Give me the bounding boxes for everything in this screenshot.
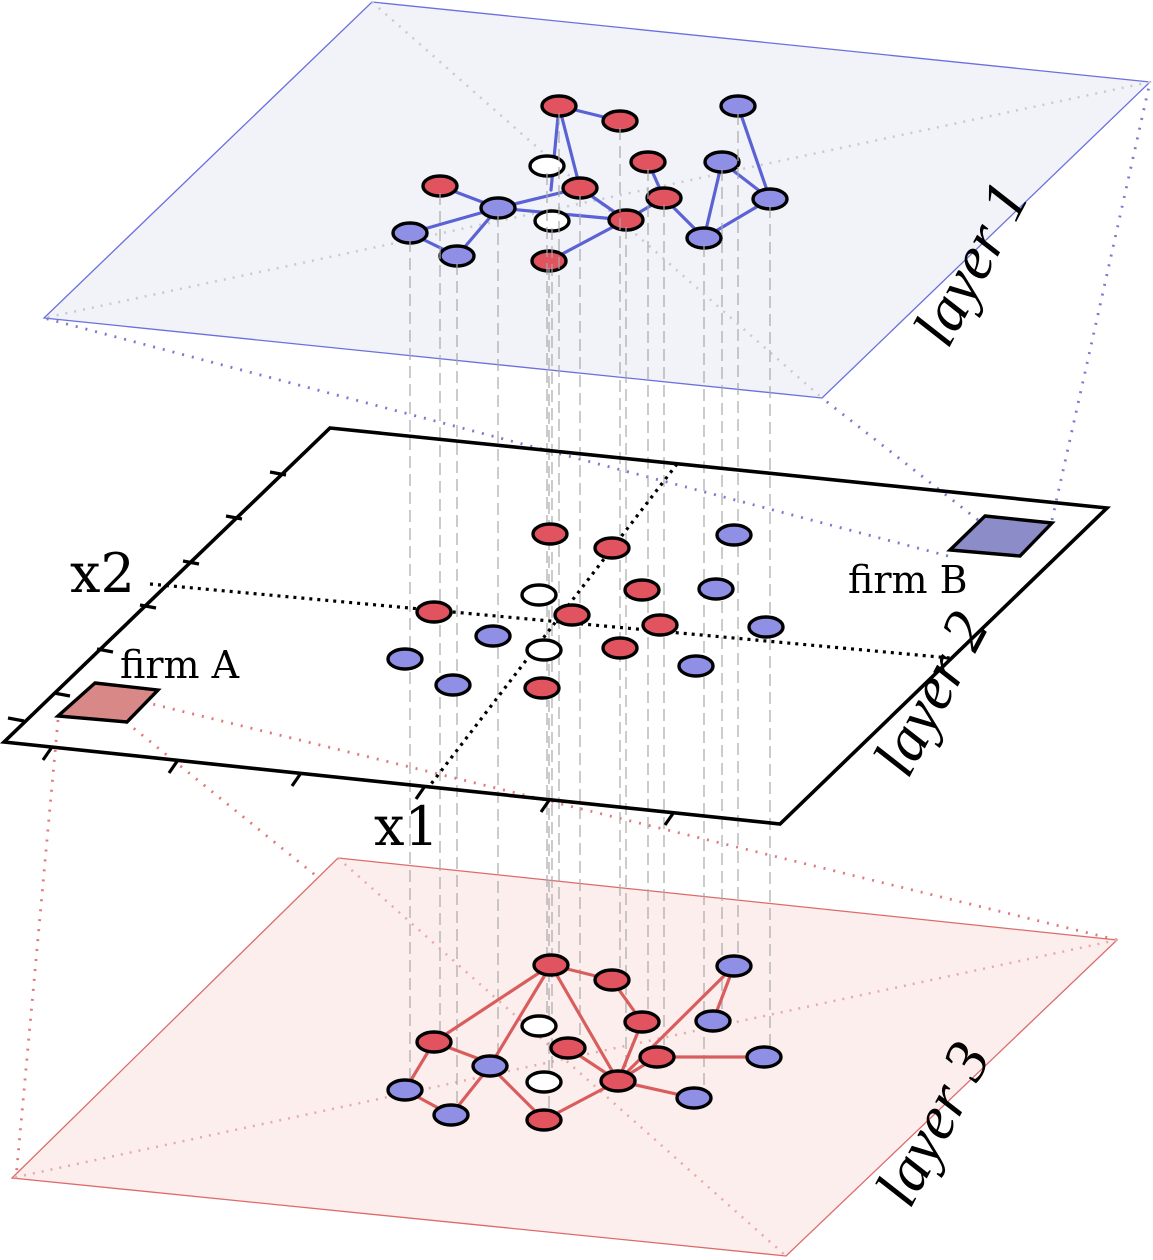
connector-line bbox=[225, 514, 243, 521]
node bbox=[474, 624, 512, 648]
node bbox=[745, 1045, 783, 1069]
node bbox=[386, 647, 424, 671]
connector-line bbox=[167, 759, 180, 774]
node bbox=[531, 522, 569, 546]
connector-line bbox=[269, 470, 287, 477]
connector-line bbox=[139, 603, 157, 610]
connector-line bbox=[414, 785, 427, 800]
node bbox=[386, 1078, 424, 1102]
connector-line bbox=[7, 716, 25, 723]
node bbox=[525, 638, 563, 662]
connector-line bbox=[663, 811, 676, 826]
node bbox=[747, 615, 785, 639]
connector-line bbox=[616, 964, 736, 1083]
connector-line bbox=[290, 772, 303, 787]
left-edge-ticks bbox=[7, 470, 287, 723]
node bbox=[715, 954, 753, 978]
node bbox=[599, 1069, 637, 1093]
node bbox=[471, 1054, 509, 1078]
node bbox=[532, 953, 570, 977]
bottom-edge-ticks bbox=[41, 746, 676, 826]
connector-line bbox=[549, 963, 620, 1083]
layer-2-plane bbox=[0, 426, 1112, 826]
firm-a-connectors bbox=[14, 688, 1118, 1258]
node bbox=[593, 536, 631, 560]
node bbox=[434, 673, 472, 697]
layer-3-nodes bbox=[386, 953, 783, 1132]
node bbox=[553, 603, 591, 627]
node bbox=[677, 654, 715, 678]
connector-line bbox=[557, 104, 582, 190]
connector-line bbox=[41, 746, 54, 761]
connector-line bbox=[736, 104, 772, 201]
node bbox=[415, 600, 453, 624]
node bbox=[697, 577, 735, 601]
connector-line bbox=[702, 160, 724, 240]
node bbox=[525, 1070, 563, 1094]
node bbox=[520, 1014, 558, 1038]
connector-line bbox=[53, 691, 71, 698]
connector-line bbox=[125, 720, 787, 1258]
node bbox=[694, 1009, 732, 1033]
x1-axis-label: x1 bbox=[374, 795, 439, 858]
connector-line bbox=[432, 963, 553, 1044]
node bbox=[641, 613, 679, 637]
layer-2-nodes bbox=[386, 522, 785, 700]
firm-b-label: firm B bbox=[848, 558, 968, 602]
layer-2: firm A firm B x2 x1 layer 2 bbox=[0, 426, 1112, 858]
connector-line bbox=[488, 963, 553, 1068]
layer-3-diagonal bbox=[337, 857, 787, 1257]
connector-line bbox=[14, 719, 60, 1179]
node bbox=[715, 523, 753, 547]
node bbox=[601, 636, 639, 660]
node bbox=[549, 1036, 587, 1060]
node bbox=[523, 676, 561, 700]
x2-axis bbox=[149, 582, 951, 660]
firm-b-square bbox=[946, 514, 1056, 558]
x2-axis-label: x2 bbox=[70, 542, 135, 605]
node bbox=[638, 1045, 676, 1069]
layer-1-diagonal bbox=[371, 1, 823, 399]
connector-line bbox=[539, 798, 552, 813]
connector-line bbox=[821, 396, 979, 522]
layer-1: layer 1 bbox=[42, 1, 1152, 399]
node bbox=[623, 1010, 661, 1034]
firm-a-square bbox=[53, 681, 162, 724]
node bbox=[675, 1086, 713, 1110]
connector-line bbox=[182, 559, 200, 566]
connector-line bbox=[96, 647, 114, 654]
layer-2-label: layer 2 bbox=[860, 601, 1002, 786]
node bbox=[520, 583, 558, 607]
node bbox=[415, 1030, 453, 1054]
node bbox=[623, 578, 661, 602]
node bbox=[432, 1103, 470, 1127]
node bbox=[593, 968, 631, 992]
firm-a-label: firm A bbox=[120, 643, 240, 687]
node bbox=[525, 1108, 563, 1132]
